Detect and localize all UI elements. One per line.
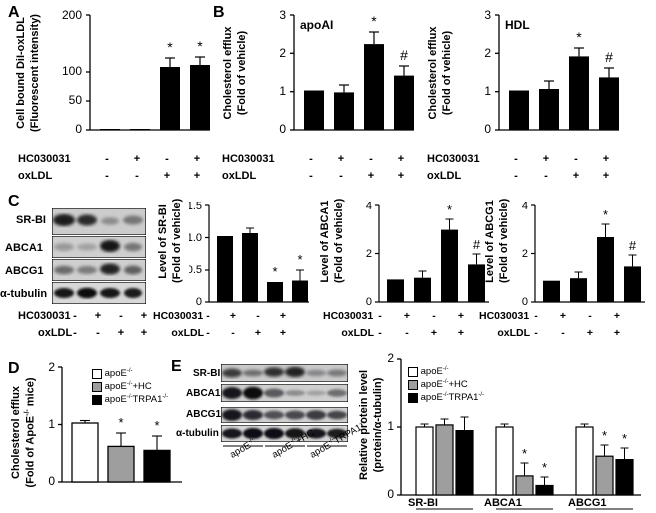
svg-text:*: *	[602, 428, 607, 443]
svg-text:*: *	[154, 418, 159, 433]
svg-text:200: 200	[62, 10, 82, 22]
svg-text:*: *	[622, 431, 627, 446]
svg-text:*: *	[197, 38, 203, 54]
svg-text:*: *	[522, 446, 527, 461]
svg-text:1: 1	[279, 84, 286, 98]
svg-text:*: *	[167, 39, 173, 55]
svg-text:2: 2	[522, 248, 528, 260]
svg-text:*: *	[447, 202, 452, 217]
svg-text:0: 0	[196, 296, 202, 308]
svg-text:*: *	[576, 29, 582, 45]
svg-text:*: *	[272, 264, 277, 279]
svg-text:1.0: 1.0	[189, 232, 202, 244]
svg-text:1: 1	[387, 419, 394, 433]
svg-text:3: 3	[279, 10, 286, 22]
svg-text:4: 4	[522, 202, 528, 212]
svg-text:0: 0	[366, 296, 372, 308]
svg-text:0: 0	[279, 122, 286, 136]
svg-text:100: 100	[62, 64, 82, 78]
svg-text:#: #	[473, 237, 481, 252]
svg-text:2: 2	[484, 46, 491, 60]
svg-text:0: 0	[75, 122, 82, 136]
svg-text:1: 1	[484, 84, 491, 98]
svg-text:2: 2	[366, 248, 372, 260]
svg-text:3: 3	[484, 10, 491, 22]
svg-text:*: *	[297, 252, 302, 267]
svg-text:1.5: 1.5	[189, 202, 202, 212]
svg-text:1: 1	[48, 417, 55, 431]
svg-text:0: 0	[387, 487, 394, 501]
svg-text:2: 2	[279, 46, 286, 60]
svg-text:2: 2	[48, 362, 55, 374]
svg-text:#: #	[629, 238, 637, 253]
svg-text:#: #	[400, 47, 408, 63]
svg-text:*: *	[371, 13, 377, 29]
svg-text:4: 4	[366, 202, 372, 212]
svg-text:0: 0	[48, 474, 55, 488]
svg-text:0: 0	[484, 122, 491, 136]
svg-text:#: #	[605, 49, 613, 65]
svg-text:*: *	[542, 460, 547, 475]
svg-text:0.5: 0.5	[189, 264, 202, 276]
svg-text:2: 2	[387, 351, 394, 365]
svg-text:0: 0	[522, 296, 528, 308]
svg-text:*: *	[118, 415, 123, 430]
svg-text:*: *	[603, 207, 608, 222]
svg-text:50: 50	[69, 93, 83, 107]
